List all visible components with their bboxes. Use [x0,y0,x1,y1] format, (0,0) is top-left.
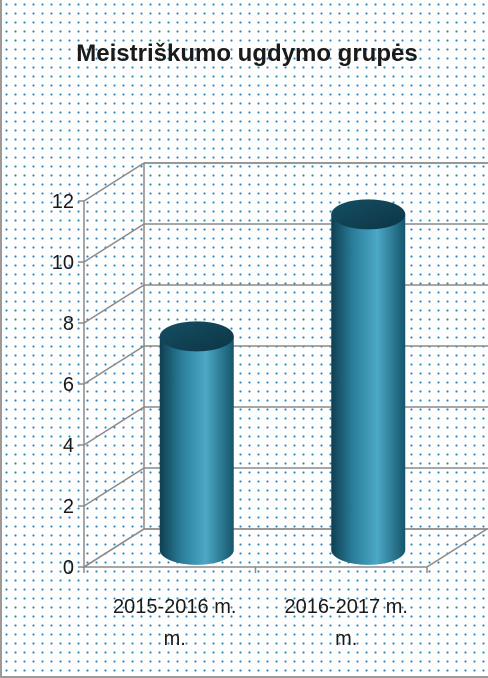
floor-outline [81,528,488,568]
bar-1 [331,199,406,565]
y-tick-label-6: 12 [52,191,74,213]
gridline-diagonal-4 [83,284,145,324]
y-tick-label-0: 0 [63,557,74,579]
y-tick-label-5: 10 [52,252,74,274]
y-tick-label-2: 4 [63,435,74,457]
category-label-0-line-0: 2015-2016 m. [113,596,236,618]
chart-title: Meistriškumo ugdymo grupės [76,40,418,67]
gridline-diagonal-3 [83,345,145,385]
category-label-1-line-0: 2016-2017 m. [285,596,408,618]
category-label-1-line-1: m. [335,628,357,650]
y-tick-label-4: 8 [63,313,74,335]
bar-top-0 [159,321,234,352]
category-label-0-line-1: m. [164,628,186,650]
gridline-diagonal-1 [83,467,145,507]
y-tick-label-3: 6 [63,374,74,396]
y-tick-label-1: 2 [63,496,74,518]
gridline-diagonal-2 [83,406,145,446]
bar-0 [159,321,234,565]
gridline-diagonal-5 [83,223,145,263]
bar-body-0 [159,336,234,565]
gridline-diagonal-6 [83,162,145,202]
bar-body-1 [331,214,406,565]
bar-top-1 [331,199,406,230]
